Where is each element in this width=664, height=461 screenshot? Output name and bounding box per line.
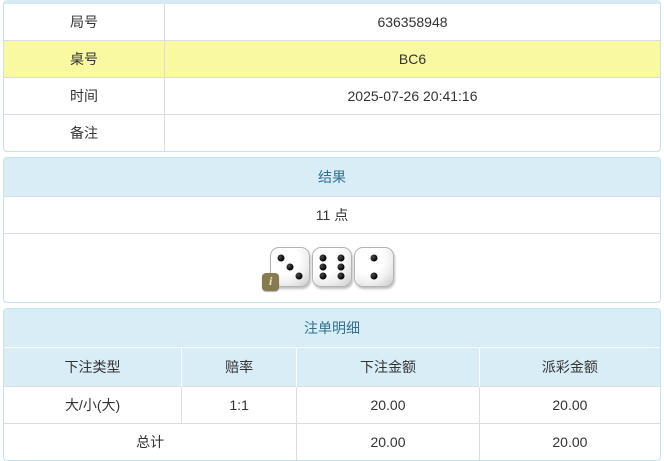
die-pip-cell xyxy=(337,262,346,271)
round-id-label: 局号 xyxy=(70,14,98,30)
die-pip-cell xyxy=(360,272,369,281)
table-row-remark: 备注 xyxy=(4,114,660,151)
table-row-time: 时间 2025-07-26 20:41:16 xyxy=(4,77,660,115)
die-pip-cell xyxy=(327,253,336,262)
table-id-value: BC6 xyxy=(164,40,660,78)
result-panel: 结果 11 点 i xyxy=(3,157,661,303)
die-pip-cell xyxy=(285,272,294,281)
dice-row: i xyxy=(4,234,660,302)
dice-group: i xyxy=(262,247,394,291)
odds-value: 1:1 xyxy=(181,386,297,424)
die-pip-cell xyxy=(360,253,369,262)
time-value: 2025-07-26 20:41:16 xyxy=(164,77,660,115)
col-header-odds: 赔率 xyxy=(181,348,297,387)
remark-value xyxy=(164,114,660,151)
die-pip-cell xyxy=(337,253,346,262)
die-pip-cell xyxy=(369,253,378,262)
die-pip-cell xyxy=(379,253,388,262)
die-pip-cell xyxy=(318,272,327,281)
bet-detail-header-row: 下注类型 赔率 下注金额 派彩金额 xyxy=(4,348,660,387)
round-info-panel: 局号 636358948 桌号 BC6 时间 2025-07-26 20:41:… xyxy=(3,0,661,152)
info-badge-icon[interactable]: i xyxy=(262,273,280,291)
round-info-table: 局号 636358948 桌号 BC6 时间 2025-07-26 20:41:… xyxy=(4,4,660,151)
die-pip-cell xyxy=(318,262,327,271)
total-bet-amount: 20.00 xyxy=(296,423,480,460)
die-pip-cell xyxy=(276,253,285,262)
total-row: 总计 20.00 20.00 xyxy=(4,423,660,460)
bet-type-value: 大/小(大) xyxy=(4,386,182,424)
result-panel-title: 结果 xyxy=(4,158,660,197)
die-2-icon xyxy=(312,247,352,287)
bet-row: 大/小(大) 1:1 20.00 20.00 xyxy=(4,386,660,424)
bet-detail-table: 下注类型 赔率 下注金额 派彩金额 大/小(大) 1:1 20.00 20.00… xyxy=(4,348,660,460)
col-header-payout-amount: 派彩金额 xyxy=(478,348,660,387)
total-label: 总计 xyxy=(4,423,297,460)
remark-label: 备注 xyxy=(4,114,165,151)
die-pip-cell xyxy=(276,262,285,271)
payout-amount-value: 20.00 xyxy=(478,386,660,424)
die-pip-cell xyxy=(327,272,336,281)
table-row-round-id: 局号 636358948 xyxy=(4,4,660,41)
col-header-bet-type: 下注类型 xyxy=(4,348,182,387)
die-pip-cell xyxy=(318,253,327,262)
die-pip-cell xyxy=(295,272,304,281)
bet-amount-value: 20.00 xyxy=(296,386,480,424)
bet-detail-title: 注单明细 xyxy=(4,309,660,348)
col-header-bet-amount: 下注金额 xyxy=(296,348,480,387)
die-pip-cell xyxy=(379,272,388,281)
die-pip-cell xyxy=(285,262,294,271)
table-row-table-id: 桌号 BC6 xyxy=(4,40,660,78)
round-id-value: 636358948 xyxy=(164,4,660,41)
die-pip-cell xyxy=(337,272,346,281)
die-pip-cell xyxy=(360,262,369,271)
die-pip-cell xyxy=(285,253,294,262)
time-label: 时间 xyxy=(4,77,165,115)
die-pip-cell xyxy=(369,272,378,281)
die-pip-cell xyxy=(327,262,336,271)
die-3-icon xyxy=(354,247,394,287)
table-id-label: 桌号 xyxy=(4,40,165,78)
total-payout-amount: 20.00 xyxy=(478,423,660,460)
result-points: 11 点 xyxy=(4,197,660,234)
die-pip-cell xyxy=(379,262,388,271)
die-pip-cell xyxy=(369,262,378,271)
die-pip-cell xyxy=(295,253,304,262)
bet-detail-panel: 注单明细 下注类型 赔率 下注金额 派彩金额 大/小(大) 1:1 20.00 … xyxy=(3,308,661,461)
die-pip-cell xyxy=(295,262,304,271)
